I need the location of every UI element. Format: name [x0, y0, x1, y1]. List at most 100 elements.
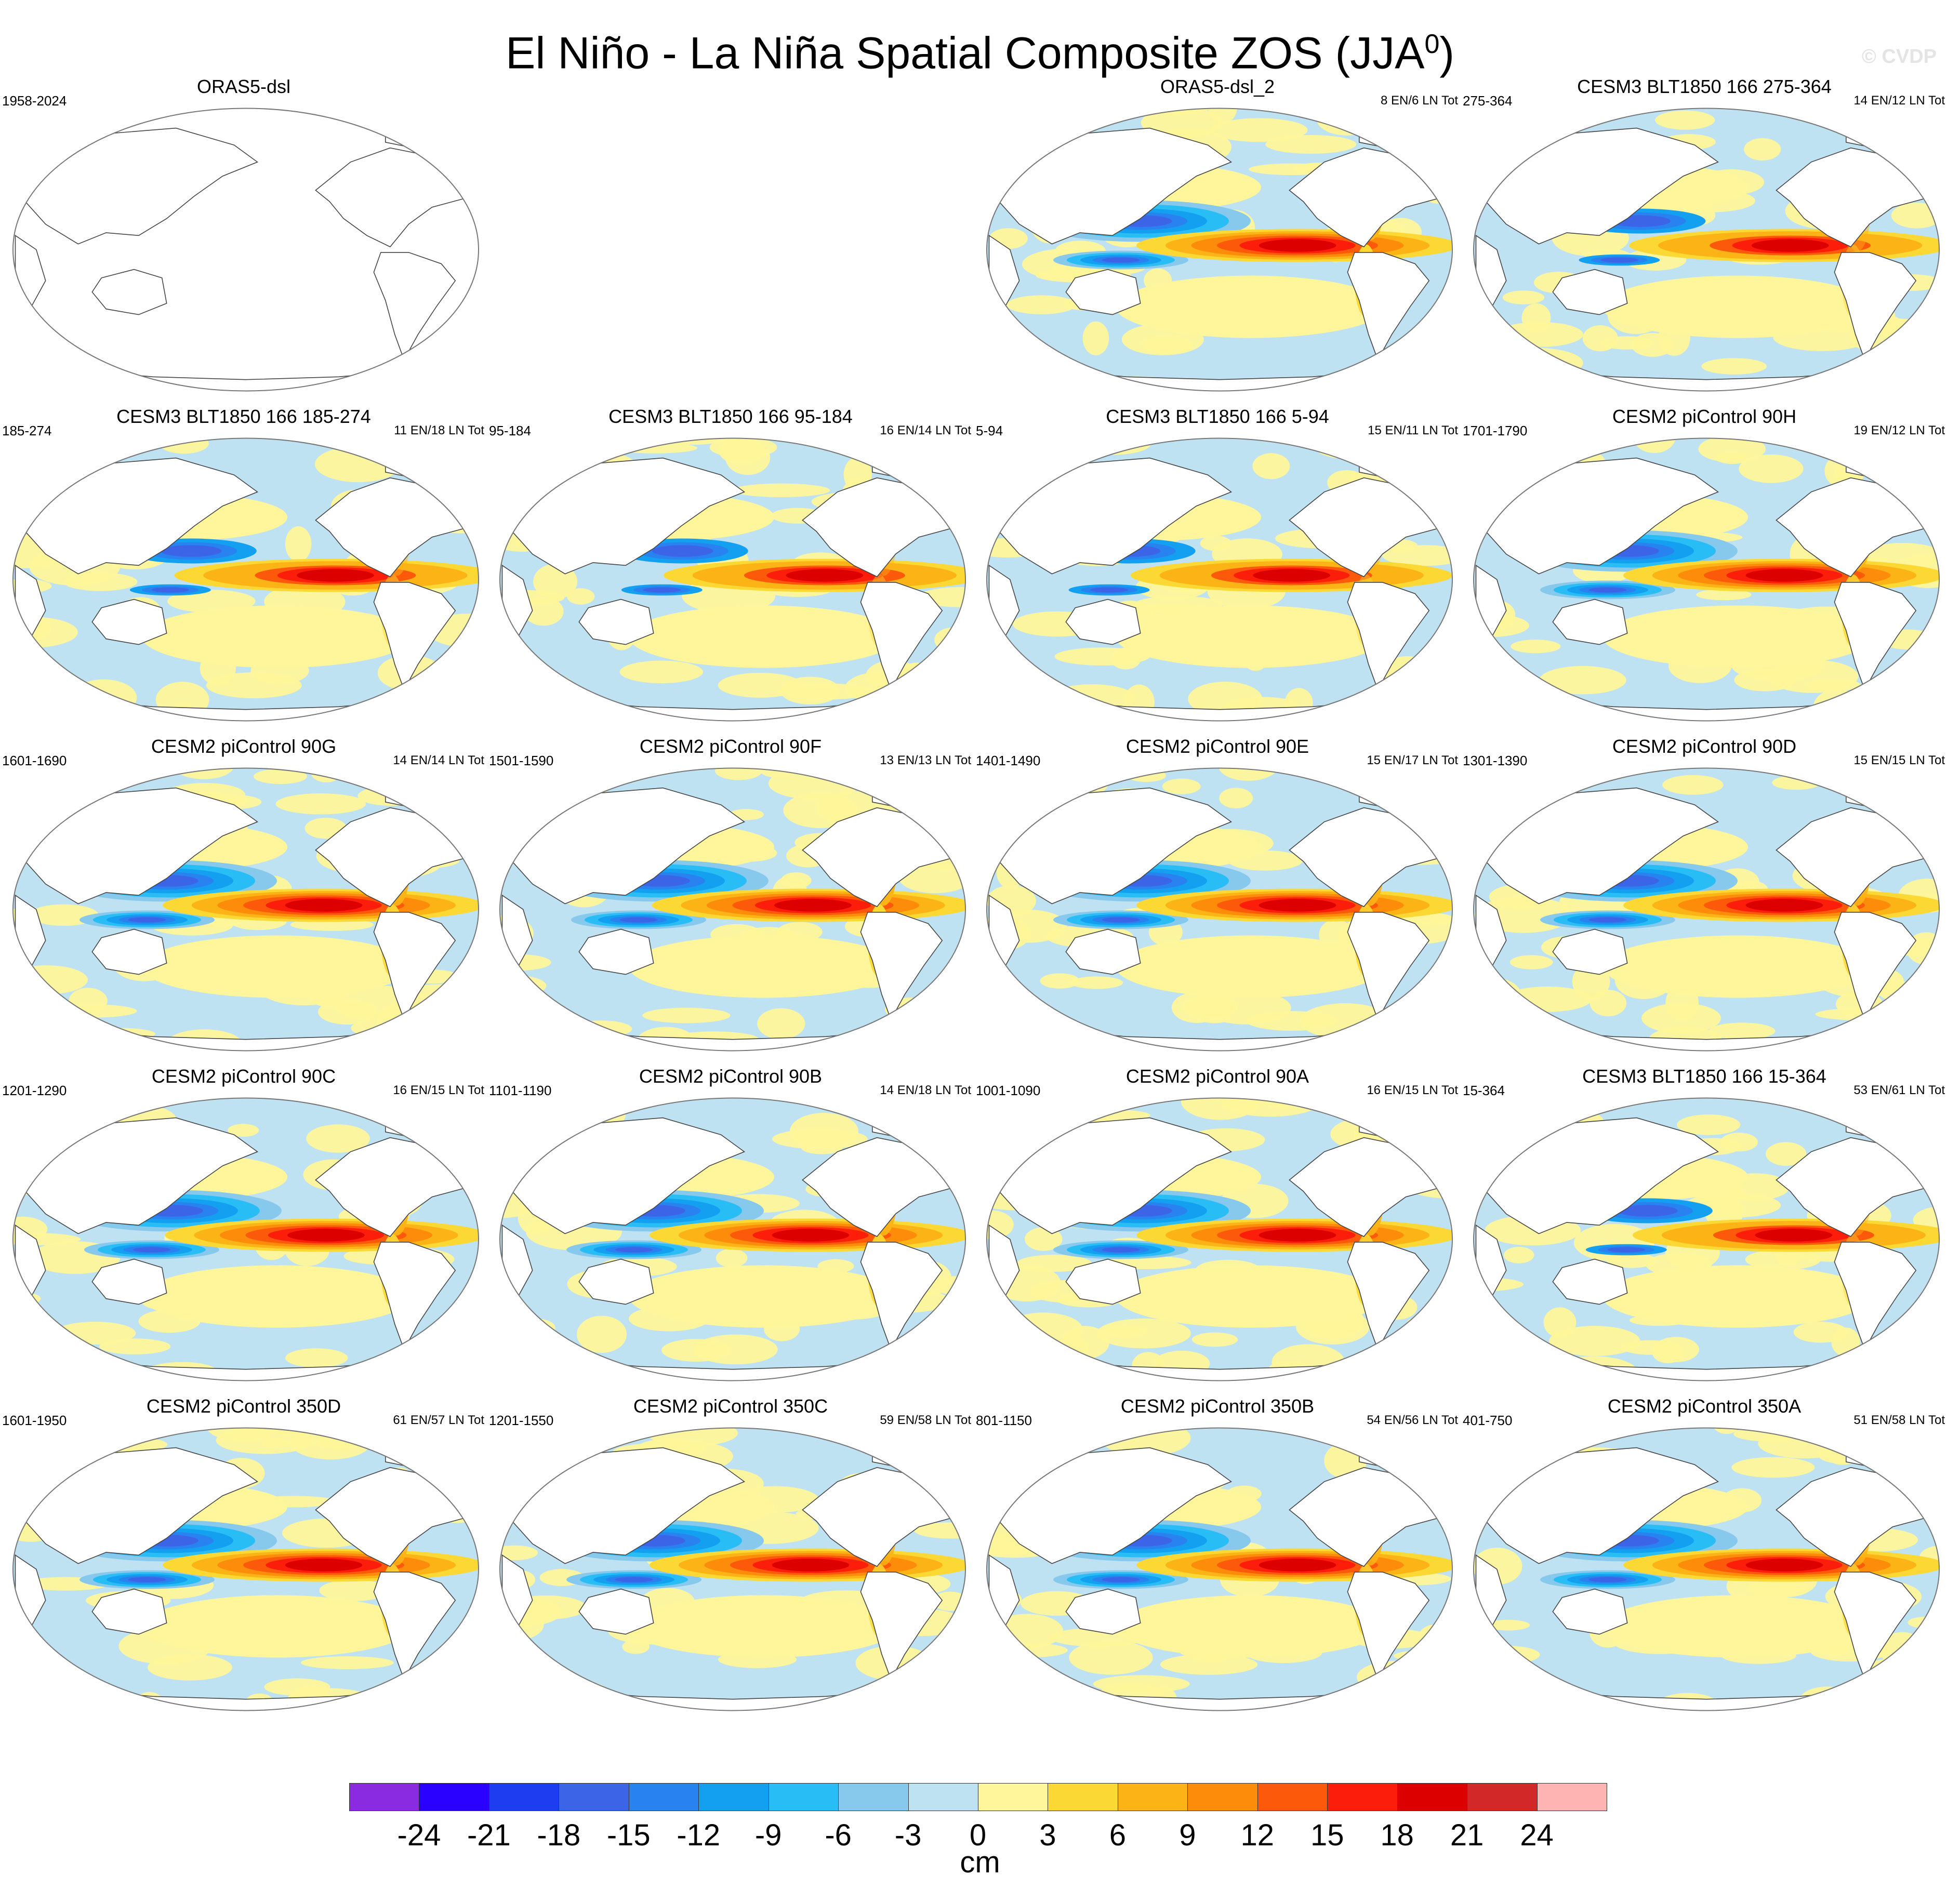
colorbar-segment — [1327, 1783, 1398, 1811]
map-border — [499, 1427, 966, 1711]
panel-title: CESM2 piControl 90C — [151, 1066, 336, 1087]
land-greenland — [872, 449, 929, 478]
colorbar-tick-label: 6 — [1109, 1818, 1127, 1852]
land-australia — [578, 1588, 654, 1635]
colorbar-segment — [838, 1783, 909, 1811]
map-projection — [986, 108, 1453, 392]
land-asia — [1477, 457, 1719, 575]
panel-title: CESM3 BLT1850 166 15-364 — [1582, 1066, 1826, 1087]
panel-years: 1401-1490 — [976, 753, 1041, 768]
map-projection — [1473, 108, 1940, 392]
land-australia — [1552, 269, 1628, 315]
map-projection — [1473, 767, 1940, 1052]
map-border — [1473, 1097, 1940, 1381]
land-north-america — [1776, 477, 1936, 578]
land-asia — [1477, 127, 1719, 245]
land-south-america — [860, 1242, 943, 1351]
colorbar — [349, 1783, 1607, 1812]
field-layer — [500, 438, 965, 721]
map-panel: CESM3 BLT1850 166 275-364 275-364 14 EN/12… — [1461, 75, 1948, 397]
land-north-america — [315, 1467, 475, 1567]
land-north-america — [802, 807, 962, 908]
land-australia — [91, 928, 167, 975]
panel-years: 1201-1290 — [2, 1083, 67, 1098]
panel-title: CESM3 BLT1850 166 5-94 — [1106, 406, 1329, 427]
land-south-america — [373, 582, 456, 691]
land-australia — [578, 1258, 654, 1305]
field-layer — [500, 768, 965, 1051]
colorbar-segment — [1397, 1783, 1468, 1811]
colorbar-segment — [488, 1783, 560, 1811]
land-australia — [1552, 928, 1628, 975]
panel-years: 1701-1790 — [1463, 423, 1528, 438]
map-panel: CESM2 piControl 350A 401-750 51 EN/58 LN T… — [1461, 1395, 1948, 1717]
colorbar-segment — [628, 1783, 699, 1811]
land-south-america — [860, 912, 943, 1021]
map-projection — [12, 1097, 479, 1381]
land-north-america — [1289, 1467, 1449, 1567]
map-panel: CESM3 BLT1850 166 95-184 95-184 16 EN/14 L… — [487, 405, 974, 727]
field-layer — [13, 108, 479, 391]
colorbar-tick-label: -21 — [467, 1818, 511, 1852]
land-asia — [504, 787, 746, 904]
map-projection — [1473, 437, 1940, 722]
colorbar-tick-label: 0 — [969, 1818, 987, 1852]
land-south-america — [1834, 1572, 1917, 1681]
colorbar-segment — [1117, 1783, 1188, 1811]
map-panel: CESM3 BLT1850 166 5-94 5-94 15 EN/11 LN To… — [974, 405, 1461, 727]
land-australia — [1065, 1588, 1141, 1635]
land-australia — [1552, 1258, 1628, 1305]
land-greenland — [872, 1109, 929, 1138]
land-greenland — [1846, 119, 1903, 149]
land-asia — [17, 787, 259, 904]
map-projection — [1473, 1427, 1940, 1711]
land-australia — [91, 1588, 167, 1635]
map-panel: CESM2 piControl 90B 1101-1190 14 EN/18 LN … — [487, 1065, 974, 1387]
land-north-america — [1776, 1137, 1936, 1238]
panel-title: CESM2 piControl 90E — [1125, 736, 1309, 757]
land-asia — [990, 457, 1233, 575]
land-north-america — [315, 477, 475, 578]
map-panel: CESM2 piControl 90H 1701-1790 19 EN/12 LN … — [1461, 405, 1948, 727]
cvdp-watermark: © CVDP — [1861, 46, 1937, 68]
map-projection — [499, 1427, 966, 1711]
colorbar-segment — [1187, 1783, 1258, 1811]
map-panel: CESM2 piControl 90A 1001-1090 16 EN/15 LN … — [974, 1065, 1461, 1387]
land-north-america — [1289, 147, 1449, 248]
field-layer — [500, 1098, 965, 1381]
panel-title: CESM2 piControl 90H — [1612, 406, 1797, 427]
field-layer — [987, 438, 1452, 721]
land-north-america — [315, 147, 475, 248]
panel-title: CESM2 piControl 90G — [151, 736, 337, 757]
land-australia — [1065, 269, 1141, 315]
field-layer — [13, 438, 479, 721]
land-greenland — [385, 119, 442, 149]
panel-title: CESM2 piControl 350A — [1607, 1395, 1802, 1417]
map-projection — [986, 1097, 1453, 1381]
map-projection — [499, 1097, 966, 1381]
land-north-america — [315, 807, 475, 908]
panel-event-counts: 15 EN/17 LN Tot — [1367, 753, 1458, 767]
panel-title: CESM2 piControl 90D — [1612, 736, 1797, 757]
panel-event-counts: 53 EN/61 LN Tot — [1853, 1083, 1945, 1097]
field-layer — [1474, 108, 1939, 391]
map-projection — [12, 437, 479, 722]
panel-event-counts: 8 EN/6 LN Tot — [1381, 94, 1458, 108]
land-asia — [990, 127, 1233, 245]
map-border — [12, 437, 479, 722]
land-greenland — [1359, 779, 1416, 808]
colorbar-tick-label: -12 — [677, 1818, 721, 1852]
map-border — [986, 108, 1453, 392]
panel-title: CESM2 piControl 90F — [639, 736, 822, 757]
map-projection — [499, 437, 966, 722]
panel-years: 1101-1190 — [489, 1083, 552, 1098]
land-south-america — [373, 1572, 456, 1681]
map-border — [499, 767, 966, 1052]
land-asia — [990, 787, 1233, 904]
figure-title-superscript: 0 — [1424, 29, 1440, 59]
colorbar-segment — [768, 1783, 839, 1811]
land-australia — [1065, 598, 1141, 645]
land-north-america — [1776, 807, 1936, 908]
panel-years: 185-274 — [2, 423, 52, 438]
map-panel: ORAS5-dsl 1958-2024 — [0, 75, 487, 397]
